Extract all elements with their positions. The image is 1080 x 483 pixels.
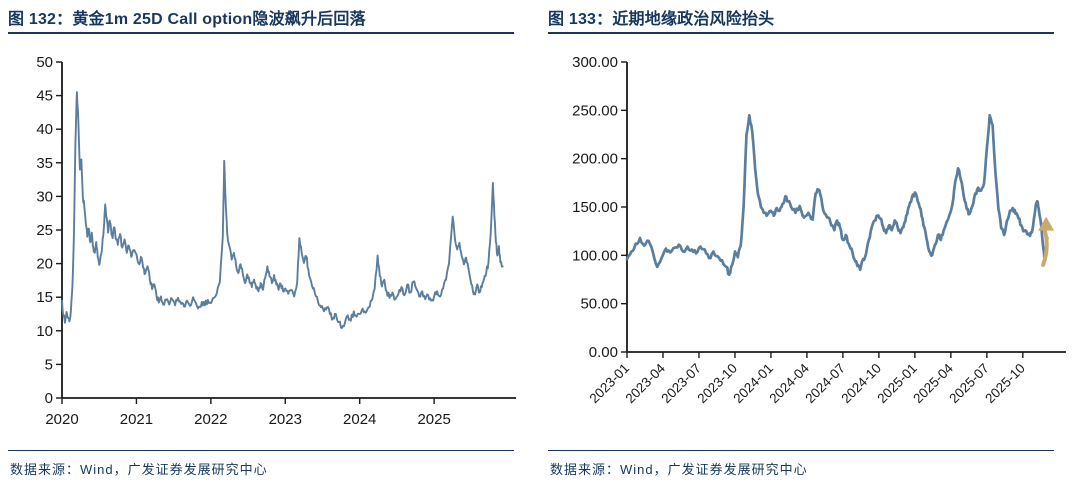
title-rule-right <box>548 32 1054 34</box>
data-source-left: 数据来源：Wind，广发证券发展研究中心 <box>10 462 268 477</box>
bottom-rule-right <box>548 450 1054 451</box>
y-tick-label: 200.00 <box>572 151 618 168</box>
x-tick-label: 2021 <box>120 411 153 428</box>
series-line <box>625 113 1049 277</box>
y-tick-label: 50 <box>36 54 53 71</box>
panel-gold-call-iv: 图 132：黄金1m 25D Call option隐波飙升后回落 0 5 10 15… <box>8 11 516 477</box>
y-tick-label: 45 <box>36 88 53 105</box>
y-tick-label: 25 <box>36 222 53 239</box>
x-tick-label: 2023 <box>269 411 302 428</box>
y-tick-label: 300.00 <box>572 54 618 71</box>
up-arrow-icon-head <box>1038 216 1055 231</box>
series-line <box>61 91 504 330</box>
data-source-right: 数据来源：Wind，广发证券发展研究中心 <box>550 462 808 477</box>
y-tick-label: 10 <box>36 323 53 340</box>
y-tick-label: 30 <box>36 188 53 205</box>
x-tick-label: 2025 <box>417 411 450 428</box>
x-tick-label: 2025-10 <box>982 361 1028 407</box>
x-tick-label: 2020 <box>45 411 78 428</box>
up-arrow-icon-tail <box>1041 229 1049 267</box>
y-tick-label: 250.00 <box>572 102 618 119</box>
y-tick-label: 20 <box>36 256 53 273</box>
x-tick-label: 2024 <box>343 411 376 428</box>
y-tick-label: 100.00 <box>572 247 618 264</box>
chart-title-right: 图 133：近期地缘政治风险抬头 <box>548 11 775 28</box>
bottom-rule-left <box>8 450 514 451</box>
y-tick-label: 40 <box>36 121 53 138</box>
y-tick-label: 5 <box>45 356 53 373</box>
chart-title-left: 图 132：黄金1m 25D Call option隐波飙升后回落 <box>8 11 366 28</box>
y-tick-label: 15 <box>36 289 53 306</box>
y-tick-label: 150.00 <box>572 199 618 216</box>
title-rule-left <box>8 32 514 34</box>
line-chart-geopolitical-risk-index: 0.00 50.00 100.00 150.00 200.00 250.00 300.00 2… <box>572 54 1066 407</box>
panel-geopolitical-risk: 图 133：近期地缘政治风险抬头 0.00 50.00 100.00 150.00 20… <box>540 0 1080 483</box>
y-tick-label: 50.00 <box>580 296 618 313</box>
y-tick-label: 35 <box>36 155 53 172</box>
y-tick-label: 0.00 <box>589 344 618 361</box>
x-tick-label: 2022 <box>194 411 227 428</box>
y-tick-label: 0 <box>45 390 53 407</box>
